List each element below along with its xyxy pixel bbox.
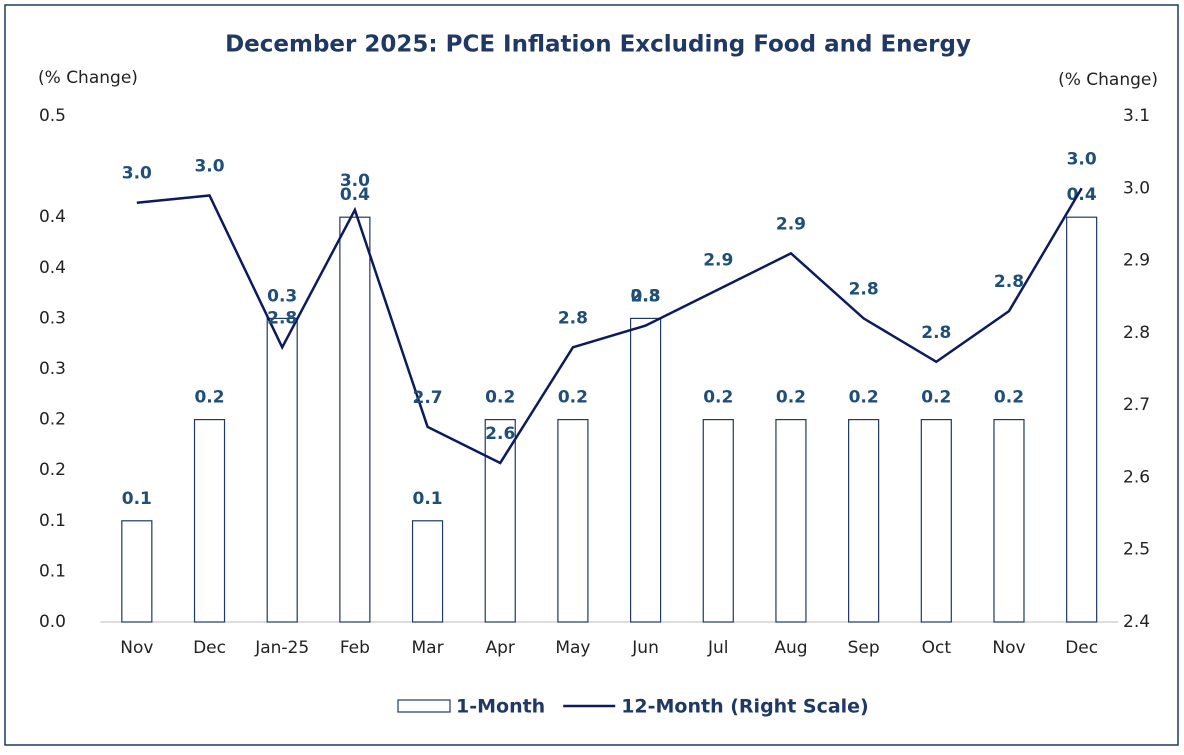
line-value-label: 2.7 xyxy=(412,388,442,408)
bar-value-label: 0.3 xyxy=(631,286,661,306)
bar xyxy=(193,419,226,623)
bar-value-label: 0.2 xyxy=(994,388,1024,408)
bar xyxy=(629,317,662,623)
y2-tick-label: 2.6 xyxy=(1123,467,1150,487)
bar-value-label: 0.4 xyxy=(1067,185,1097,205)
legend-label: 1-Month xyxy=(456,696,545,718)
x-tick-label: Feb xyxy=(340,638,370,658)
y-tick-label: 0.1 xyxy=(39,511,66,531)
bar-value-label: 0.1 xyxy=(122,489,152,509)
line-value-label: 2.6 xyxy=(485,424,515,444)
x-tick-label: Jan-25 xyxy=(254,638,309,658)
x-tick-label: Sep xyxy=(848,638,880,658)
bar xyxy=(121,520,153,623)
y2-tick-label: 3.0 xyxy=(1123,178,1150,198)
bar xyxy=(848,419,880,623)
y-tick-label: 0.1 xyxy=(39,561,66,581)
line-value-label: 3.0 xyxy=(122,164,152,184)
legend-label: 12-Month (Right Scale) xyxy=(621,696,869,718)
bar xyxy=(557,419,589,623)
line-value-label: 2.8 xyxy=(558,308,588,328)
line-value-label: 3.0 xyxy=(194,157,224,177)
line-value-label: 2.8 xyxy=(267,308,297,328)
bar xyxy=(702,419,734,623)
bar xyxy=(411,520,444,623)
line-value-label: 2.9 xyxy=(703,250,733,270)
bar-value-label: 0.2 xyxy=(703,388,733,408)
y-tick-label: 0.4 xyxy=(39,207,66,227)
chart-title: December 2025: PCE Inflation Excluding F… xyxy=(225,32,971,58)
y-tick-label: 0.2 xyxy=(39,410,66,430)
bar-value-label: 0.2 xyxy=(921,388,951,408)
y-tick-label: 0.2 xyxy=(39,460,66,480)
bar-value-label: 0.4 xyxy=(340,185,370,205)
bar-value-label: 0.1 xyxy=(412,489,442,509)
line-value-label: 2.8 xyxy=(849,279,879,299)
legend-swatch xyxy=(397,699,451,713)
x-tick-label: Jun xyxy=(631,638,659,658)
y-tick-label: 0.4 xyxy=(39,258,66,278)
y2-tick-label: 2.9 xyxy=(1123,251,1150,271)
y2-tick-label: 3.1 xyxy=(1123,106,1150,126)
bar xyxy=(266,317,298,623)
y-tick-label: 0.5 xyxy=(39,106,66,126)
bar-value-label: 0.2 xyxy=(558,388,588,408)
bar xyxy=(993,419,1025,623)
line-value-label: 3.0 xyxy=(1067,149,1097,169)
bar-value-label: 0.3 xyxy=(267,286,297,306)
x-tick-label: Dec xyxy=(193,638,226,658)
bar-value-label: 0.2 xyxy=(776,388,806,408)
bar-value-label: 0.2 xyxy=(485,388,515,408)
line-value-label: 3.0 xyxy=(340,171,370,191)
x-tick-label: Mar xyxy=(412,638,444,658)
line-value-label: 2.9 xyxy=(776,214,806,234)
x-tick-label: Nov xyxy=(992,638,1025,658)
bar-value-label: 0.2 xyxy=(194,388,224,408)
y2-tick-label: 2.7 xyxy=(1123,395,1150,415)
x-tick-label: Dec xyxy=(1065,638,1098,658)
bar xyxy=(775,419,807,623)
line-value-label: 2.8 xyxy=(994,272,1024,292)
x-tick-label: May xyxy=(555,638,590,658)
line-value-label: 2.8 xyxy=(921,323,951,343)
x-tick-label: Apr xyxy=(486,638,515,658)
y-tick-label: 0.0 xyxy=(39,612,66,632)
y2-axis-label: (% Change) xyxy=(1058,70,1158,90)
chart-frame xyxy=(4,4,1179,746)
y2-tick-label: 2.8 xyxy=(1123,323,1150,343)
bar-value-label: 0.2 xyxy=(849,388,879,408)
bar xyxy=(339,216,371,623)
bar xyxy=(484,419,516,623)
y-tick-label: 0.3 xyxy=(39,359,66,379)
y2-tick-label: 2.4 xyxy=(1123,612,1150,632)
bar xyxy=(920,419,952,623)
line xyxy=(136,187,1083,465)
y-tick-label: 0.3 xyxy=(39,308,66,328)
x-tick-label: Nov xyxy=(120,638,153,658)
line-value-label: 2.8 xyxy=(631,287,661,307)
x-tick-label: Jul xyxy=(707,638,729,658)
x-tick-label: Oct xyxy=(922,638,952,658)
y-axis-label: (% Change) xyxy=(38,68,138,88)
y2-tick-label: 2.5 xyxy=(1123,540,1150,560)
x-tick-label: Aug xyxy=(774,638,807,658)
bar xyxy=(1066,216,1098,623)
